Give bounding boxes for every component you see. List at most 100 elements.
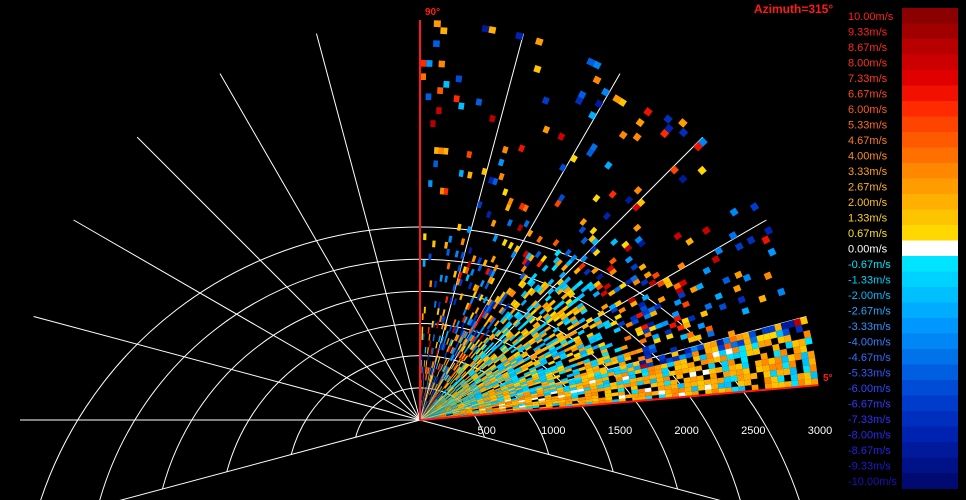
velocity-cell [536, 337, 544, 344]
velocity-cell [551, 352, 559, 359]
velocity-cell [536, 391, 544, 396]
velocity-cell [431, 361, 434, 369]
velocity-cell [485, 404, 492, 408]
velocity-cell [684, 347, 692, 354]
velocity-cell [547, 343, 555, 349]
colorbar-label: -8.00m/s [848, 430, 891, 442]
velocity-cell [467, 379, 474, 385]
velocity-cell [431, 410, 438, 415]
velocity-cell [481, 344, 487, 351]
velocity-cell [551, 313, 559, 320]
velocity-cell [443, 147, 449, 155]
velocity-cell [520, 363, 527, 369]
velocity-cell [563, 390, 572, 395]
velocity-cell [556, 365, 565, 370]
velocity-cell [427, 353, 430, 361]
velocity-cell [570, 318, 579, 325]
velocity-cell [574, 355, 582, 361]
velocity-cell [471, 385, 478, 390]
velocity-cell [560, 377, 569, 383]
velocity-cell [520, 351, 528, 357]
velocity-cell [722, 276, 731, 285]
velocity-cell [645, 357, 653, 364]
velocity-cell [471, 320, 477, 328]
velocity-cell [681, 300, 691, 308]
velocity-cell [438, 409, 445, 413]
velocity-cell [593, 371, 602, 377]
velocity-cell [553, 374, 561, 380]
velocity-cell [579, 217, 588, 226]
velocity-cell [450, 404, 458, 408]
velocity-cell [440, 399, 447, 404]
velocity-cell [512, 380, 520, 385]
velocity-cell [446, 262, 451, 270]
velocity-cell [498, 403, 506, 407]
velocity-cell [714, 246, 724, 256]
velocity-cell [437, 407, 444, 412]
velocity-cell [430, 374, 433, 382]
velocity-cell [595, 335, 603, 342]
velocity-cell [590, 388, 598, 393]
velocity-cell [501, 238, 508, 247]
velocity-cell [585, 398, 593, 403]
velocity-cell [706, 357, 715, 365]
velocity-cell [438, 410, 446, 414]
velocity-cell [500, 385, 508, 389]
velocity-cell [478, 333, 485, 341]
velocity-cell [671, 310, 680, 318]
velocity-cell [477, 401, 485, 405]
velocity-cell [572, 321, 581, 328]
velocity-cell [463, 347, 469, 354]
velocity-cell [538, 372, 546, 377]
velocity-cell [515, 312, 522, 320]
velocity-cell [425, 387, 429, 395]
velocity-cell [442, 343, 447, 351]
velocity-cell [432, 240, 436, 248]
velocity-cell [515, 370, 523, 375]
velocity-cell [635, 347, 644, 354]
velocity-cell [438, 395, 444, 401]
velocity-cell [509, 371, 516, 377]
velocity-cell [445, 367, 450, 374]
velocity-cell [729, 207, 739, 217]
velocity-cell [433, 400, 439, 406]
velocity-cell [468, 326, 474, 334]
velocity-cell [424, 409, 429, 416]
colorbar-label: 6.67m/s [848, 89, 888, 101]
velocity-cell [773, 350, 782, 358]
velocity-cell [624, 195, 634, 205]
velocity-cell [544, 369, 552, 375]
velocity-cell [450, 403, 457, 407]
velocity-cell [736, 374, 745, 382]
velocity-cell [457, 402, 464, 406]
velocity-cell [542, 385, 550, 390]
velocity-cell [509, 392, 517, 396]
velocity-cell [525, 400, 532, 404]
velocity-cell [443, 391, 449, 397]
velocity-cell [727, 358, 736, 366]
velocity-cell [446, 413, 453, 415]
velocity-cell [488, 26, 497, 34]
velocity-cell [637, 388, 645, 394]
velocity-cell [444, 405, 451, 410]
velocity-cell [420, 406, 423, 414]
velocity-cell [469, 335, 475, 342]
velocity-cell [463, 384, 470, 390]
velocity-cell [457, 387, 464, 393]
velocity-cell [504, 320, 511, 328]
velocity-cell [561, 316, 570, 324]
velocity-cell [469, 343, 475, 350]
velocity-cell [475, 378, 482, 384]
velocity-cell [522, 250, 529, 258]
velocity-cell [651, 271, 661, 280]
velocity-cell [501, 389, 509, 394]
velocity-cell [432, 412, 439, 416]
velocity-cell [762, 332, 771, 341]
velocity-cell [653, 364, 662, 371]
velocity-cell [767, 357, 776, 365]
velocity-cell [592, 398, 600, 402]
velocity-cell [532, 321, 540, 328]
velocity-cell [435, 377, 439, 384]
velocity-cell [466, 260, 472, 268]
velocity-cell [471, 372, 477, 379]
